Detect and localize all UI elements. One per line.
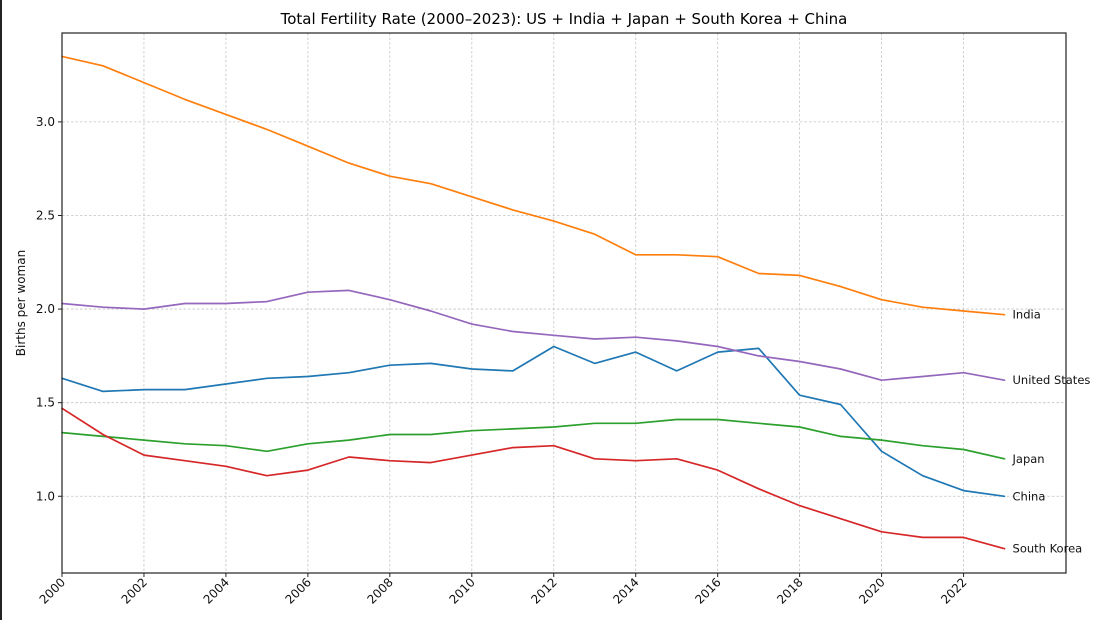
y-tick-label: 2.0 (36, 302, 55, 316)
chart-title: Total Fertility Rate (2000–2023): US + I… (280, 10, 848, 28)
x-tick-label: 2012 (528, 575, 559, 606)
x-tick-label: 2004 (201, 575, 232, 606)
y-tick-label: 3.0 (36, 115, 55, 129)
x-tick-label: 2008 (364, 575, 395, 606)
series-label-south-korea: South Korea (1013, 542, 1083, 556)
window-left-border (0, 0, 2, 620)
series-label-japan: Japan (1012, 452, 1045, 466)
grid (61, 33, 1066, 573)
series-line-united-states (61, 289, 1006, 382)
x-tick-label: 2010 (446, 575, 477, 606)
x-tick-label: 2018 (774, 575, 805, 606)
x-tick-label: 2006 (282, 575, 313, 606)
y-tick-label: 2.5 (36, 208, 55, 222)
y-tick-label: 1.0 (36, 489, 55, 503)
series-line-japan (61, 418, 1006, 460)
series-label-united-states: United States (1013, 373, 1091, 387)
series-label-india: India (1013, 308, 1041, 322)
series-line-south-korea (61, 407, 1006, 550)
series-labels: China India Japan South Korea United States (1012, 308, 1091, 556)
x-tick-label: 2022 (938, 575, 969, 606)
y-axis-label: Births per woman (14, 250, 28, 356)
series-line-india (61, 55, 1006, 316)
y-axis: 1.0 1.5 2.0 2.5 3.0 (36, 115, 62, 503)
x-tick-label: 2016 (692, 575, 723, 606)
x-tick-label: 2002 (119, 575, 150, 606)
series-label-china: China (1013, 489, 1046, 503)
series-lines (61, 55, 1006, 550)
x-tick-label: 2020 (856, 575, 887, 606)
x-axis: 2000 2002 2004 2006 2008 2010 2012 2014 2016 2018… (37, 573, 970, 607)
series-line-china (61, 345, 1006, 498)
plot-frame (61, 32, 1067, 574)
x-tick-label: 2000 (37, 575, 68, 606)
x-tick-label: 2014 (610, 575, 641, 606)
y-tick-label: 1.5 (36, 396, 55, 410)
